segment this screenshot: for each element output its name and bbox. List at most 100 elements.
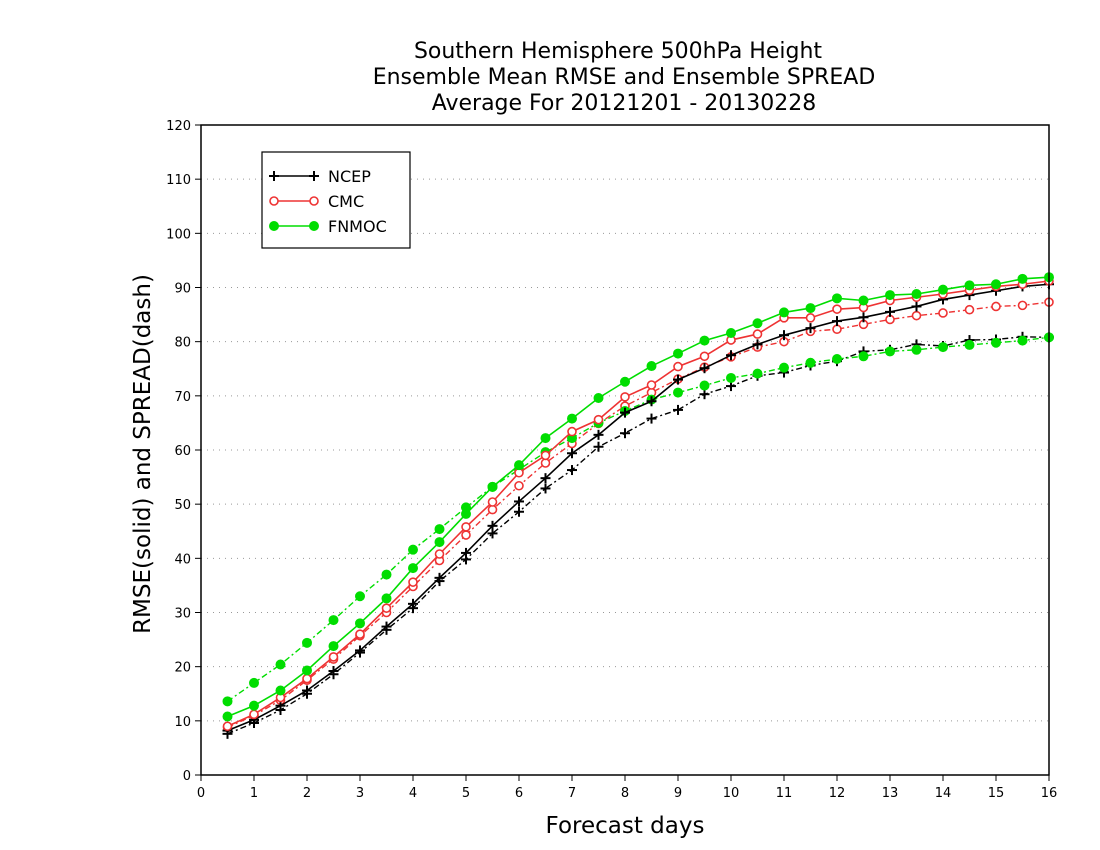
fnmoc-spread-point: [726, 372, 736, 383]
y-tick-label: 90: [174, 282, 191, 297]
fnmoc-rmse-point: [646, 361, 657, 372]
ncep-spread-point: [646, 413, 657, 424]
legend-box: [261, 151, 411, 249]
x-tick-label: 3: [356, 786, 364, 801]
legend-label: NCEP: [328, 167, 371, 186]
fnmoc-rmse-point: [938, 284, 948, 295]
fnmoc-rmse-point: [805, 303, 816, 314]
cmc-rmse-point: [673, 361, 683, 372]
ncep-rmse-point: [673, 374, 683, 385]
cmc-rmse-point: [355, 629, 365, 639]
cmc-rmse-point: [646, 380, 657, 390]
cmc-rmse-point: [249, 709, 259, 720]
ncep-spread-line: [227, 336, 1050, 735]
fnmoc-rmse-point: [355, 618, 365, 629]
ncep-rmse-point: [381, 621, 392, 632]
x-tick-label: 5: [462, 786, 470, 801]
x-tick-label: 10: [723, 786, 740, 801]
fnmoc-spread-point: [673, 387, 683, 398]
legend-item-fnmoc: FNMOC: [269, 217, 387, 236]
fnmoc-rmse-point: [726, 328, 736, 338]
y-tick-label: 60: [174, 444, 191, 459]
fnmoc-spread-point: [355, 591, 365, 602]
chart-title: Southern Hemisphere 500hPa Height Ensemb…: [373, 39, 876, 116]
y-tick-label: 10: [174, 715, 191, 730]
fnmoc-rmse-point: [514, 460, 524, 471]
ncep-rmse-point: [593, 429, 604, 440]
ncep-rmse-point: [752, 339, 763, 350]
ncep-rmse-point: [540, 473, 551, 484]
cmc-rmse-point: [434, 549, 445, 559]
ncep-rmse-point: [832, 316, 842, 327]
ncep-rmse-point: [567, 448, 577, 459]
ncep-rmse-point: [699, 363, 710, 374]
fnmoc-spread-point: [275, 659, 286, 670]
fnmoc-rmse-line: [227, 276, 1050, 718]
y-tick-label: 0: [183, 769, 191, 784]
legend-ncep-point: [269, 171, 279, 181]
fnmoc-spread-line: [227, 336, 1050, 702]
y-tick-label: 120: [166, 119, 191, 134]
spread-series: [222, 297, 1054, 739]
ncep-spread-point: [514, 506, 524, 517]
fnmoc-rmse-point: [858, 295, 869, 306]
ncep-rmse-point: [434, 572, 445, 583]
ncep-rmse-point: [885, 306, 895, 317]
y-tick-label: 110: [166, 173, 191, 188]
fnmoc-spread-point: [434, 524, 445, 535]
fnmoc-spread-point: [964, 339, 975, 350]
fnmoc-spread-point: [328, 615, 339, 626]
fnmoc-rmse-point: [832, 293, 842, 304]
ncep-spread-point: [620, 428, 630, 439]
x-tick-label: 11: [776, 786, 793, 801]
ncep-rmse-point: [620, 407, 630, 418]
ncep-rmse-point: [805, 323, 816, 334]
ncep-rmse-line: [227, 283, 1050, 732]
cmc-spread-point: [964, 304, 975, 315]
fnmoc-spread-point: [832, 354, 842, 364]
legend-fnmoc-point: [309, 221, 319, 231]
cmc-rmse-point: [222, 721, 233, 732]
cmc-rmse-point: [302, 673, 312, 684]
ncep-rmse-point: [646, 396, 657, 407]
legend-item-ncep: NCEP: [269, 167, 371, 186]
x-axis-label: Forecast days: [546, 813, 705, 839]
fnmoc-rmse-point: [434, 537, 445, 548]
y-tick-label: 80: [174, 336, 191, 351]
ncep-rmse-point: [461, 547, 471, 558]
x-tick-label: 15: [988, 786, 1005, 801]
ncep-rmse-point: [858, 312, 869, 323]
cmc-spread-point: [1017, 300, 1028, 311]
x-tick-label: 1: [250, 786, 258, 801]
cmc-rmse-point: [328, 652, 339, 662]
x-tick-label: 8: [621, 786, 629, 801]
fnmoc-spread-point: [805, 357, 816, 368]
fnmoc-rmse-point: [567, 413, 577, 424]
fnmoc-rmse-point: [461, 508, 471, 519]
fnmoc-rmse-point: [911, 289, 922, 299]
fnmoc-rmse-point: [1017, 273, 1028, 284]
fnmoc-spread-point: [779, 362, 789, 373]
ncep-rmse-point: [408, 598, 418, 609]
fnmoc-spread-point: [699, 380, 710, 391]
fnmoc-spread-point: [911, 344, 922, 355]
ncep-rmse-point: [514, 496, 524, 507]
fnmoc-rmse-point: [249, 700, 259, 711]
y-tick-label: 50: [174, 498, 191, 513]
cmc-rmse-point: [832, 304, 842, 314]
cmc-spread-point: [911, 310, 922, 321]
fnmoc-spread-point: [938, 342, 948, 353]
legend-label: CMC: [328, 192, 364, 211]
x-tick-label: 7: [568, 786, 576, 801]
fnmoc-spread-point: [381, 569, 392, 580]
ncep-spread-point: [540, 483, 551, 494]
x-tick-label: 4: [409, 786, 417, 801]
fnmoc-rmse-point: [302, 665, 312, 676]
fnmoc-spread-point: [752, 368, 763, 379]
fnmoc-rmse-point: [540, 433, 551, 444]
x-tick-label: 0: [197, 786, 205, 801]
cmc-rmse-point: [408, 577, 418, 587]
y-tick-label: 70: [174, 390, 191, 405]
cmc-rmse-point: [540, 450, 551, 461]
